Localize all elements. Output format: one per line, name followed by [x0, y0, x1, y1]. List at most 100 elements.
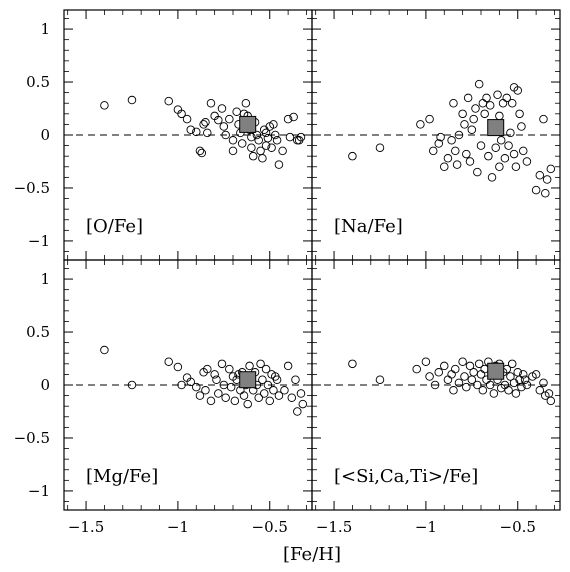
- panel-2-star-point: [452, 160, 462, 169]
- panel-1-star-point: [228, 136, 238, 145]
- panel-2-star-point: [487, 173, 497, 182]
- panel-4-star-point: [474, 359, 484, 369]
- panel-1-mean-marker: [239, 115, 257, 133]
- panel-2-star-point: [498, 98, 508, 108]
- panel-4-star-point: [535, 386, 545, 395]
- panel-3-star-point: [259, 389, 269, 398]
- panel-2-star-point: [507, 98, 517, 108]
- panel-2-star-point: [428, 146, 438, 156]
- panel-3-star-point: [127, 380, 137, 390]
- panel-2-star-point: [449, 98, 458, 108]
- panel-2-star-point: [495, 111, 504, 121]
- panel-1-star-point: [199, 120, 208, 129]
- panel-3-star-point: [230, 396, 240, 406]
- x-tick-label: −1: [415, 518, 437, 536]
- panel-3-star-point: [212, 375, 221, 384]
- panel-2-star-point: [519, 146, 528, 156]
- panel-3-star-point: [258, 375, 267, 384]
- panel-3-star-point: [177, 380, 186, 390]
- panel-3-star-point: [287, 393, 297, 402]
- panel-4-star-point: [454, 378, 464, 388]
- panel-2-star-point: [506, 128, 515, 138]
- panel-4-star-point: [531, 370, 541, 379]
- panel-4-star-point: [504, 386, 513, 395]
- x-tick-label: −0.5: [500, 518, 536, 536]
- panel-4-star-point: [348, 359, 357, 369]
- x-axis-label: [Fe/H]: [283, 544, 341, 565]
- panel-4-star-point: [434, 368, 444, 377]
- panel-2-star-point: [375, 143, 385, 152]
- panel-2-star-point: [509, 149, 519, 159]
- panel-2-star-point: [465, 157, 475, 166]
- panel-3-star-point: [173, 362, 183, 372]
- panel-1-star-point: [247, 143, 256, 152]
- panel-1-star-point: [225, 114, 234, 124]
- panel-3-star-point: [245, 361, 254, 371]
- panel-1-star-point: [197, 148, 207, 158]
- panel-1-star-point: [214, 115, 223, 125]
- panel-2-star-point: [451, 146, 460, 156]
- panel-3-star-point: [210, 370, 219, 379]
- panel-3-star-point: [192, 382, 201, 392]
- panel-2-star-point: [535, 171, 545, 180]
- panel-3-star-point: [239, 391, 249, 400]
- panel-2-star-point: [504, 141, 513, 150]
- panel-4-star-point: [469, 368, 478, 377]
- x-tick-label: −0.5: [252, 518, 288, 536]
- panel-3-star-point: [296, 389, 306, 398]
- panel-4-star-point: [522, 380, 532, 390]
- panel-3-star-point: [274, 391, 284, 400]
- panel-3-star-point: [225, 364, 234, 374]
- panel-4-mean-marker: [487, 362, 505, 380]
- panel-4-star-point: [430, 380, 440, 390]
- panel-3-star-point: [261, 364, 271, 374]
- panel-4-label: [<Si,Ca,Ti>/Fe]: [334, 466, 478, 487]
- panel-1-star-point: [177, 109, 186, 119]
- panel-3-star-point: [214, 389, 223, 398]
- panel-3-star-point: [186, 377, 196, 387]
- panel-4-star-point: [460, 372, 469, 381]
- panel-3-star-point: [164, 357, 173, 366]
- panel-2-label: [Na/Fe]: [334, 216, 403, 237]
- panel-1-star-point: [195, 146, 205, 156]
- panel-1-star-point: [203, 128, 212, 138]
- panel-4-star-point: [412, 364, 421, 374]
- y-tick-label: 0.5: [26, 73, 50, 91]
- panel-2-star-point: [500, 154, 510, 163]
- y-tick-label: −0.5: [14, 429, 50, 447]
- panel-1-star-point: [217, 104, 227, 113]
- panel-4-star-point: [458, 357, 467, 366]
- panel-3-star-point: [195, 391, 205, 400]
- panel-2-star-point: [493, 90, 502, 99]
- panel-2-star-point: [473, 167, 482, 177]
- panel-1-star-point: [252, 130, 262, 140]
- panel-3-star-point: [254, 393, 263, 402]
- y-tick-label: 1: [40, 20, 50, 38]
- x-tick-label: −1.5: [68, 518, 104, 536]
- panel-4-star-point: [425, 372, 434, 381]
- panel-3-star-point: [291, 375, 300, 384]
- panel-4-star-point: [375, 375, 385, 384]
- panel-4-star-point: [520, 375, 530, 384]
- panel-4-star-point: [506, 372, 515, 381]
- panel-3-star-point: [217, 359, 227, 369]
- y-tick-label: −0.5: [14, 179, 50, 197]
- y-tick-label: 1: [40, 270, 50, 288]
- panel-2-star-point: [531, 185, 541, 195]
- panel-2-star-point: [480, 109, 489, 119]
- panel-4-star-point: [507, 359, 517, 369]
- panel-1-star-point: [247, 132, 256, 142]
- panel-2-star-point: [484, 151, 493, 161]
- panel-2-star-point: [522, 157, 532, 166]
- panel-2-star-point: [463, 93, 473, 103]
- y-tick-label: 0: [40, 126, 50, 144]
- panel-2-star-point: [515, 109, 524, 119]
- panel-4-star-point: [473, 380, 482, 390]
- panel-2-star-point: [491, 143, 500, 152]
- panel-4-star-point: [519, 370, 528, 379]
- panel-2-mean-marker: [487, 119, 505, 137]
- panel-2-star-point: [476, 141, 486, 150]
- panel-3-star-point: [280, 386, 289, 395]
- panel-1-star-point: [248, 151, 258, 161]
- panel-1-label: [O/Fe]: [86, 216, 143, 237]
